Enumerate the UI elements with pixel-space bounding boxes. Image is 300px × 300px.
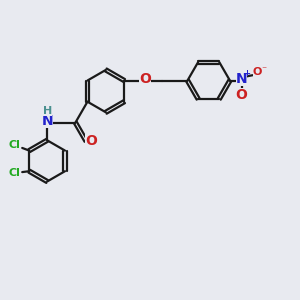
Text: O: O bbox=[85, 134, 97, 148]
Text: ⁻: ⁻ bbox=[261, 65, 266, 75]
Text: O: O bbox=[236, 88, 248, 102]
Text: O: O bbox=[140, 72, 151, 86]
Text: Cl: Cl bbox=[8, 168, 20, 178]
Text: N: N bbox=[41, 114, 53, 128]
Text: Cl: Cl bbox=[8, 140, 20, 150]
Text: N: N bbox=[236, 72, 248, 86]
Text: H: H bbox=[43, 106, 52, 116]
Text: +: + bbox=[244, 69, 250, 78]
Text: O: O bbox=[253, 67, 262, 77]
